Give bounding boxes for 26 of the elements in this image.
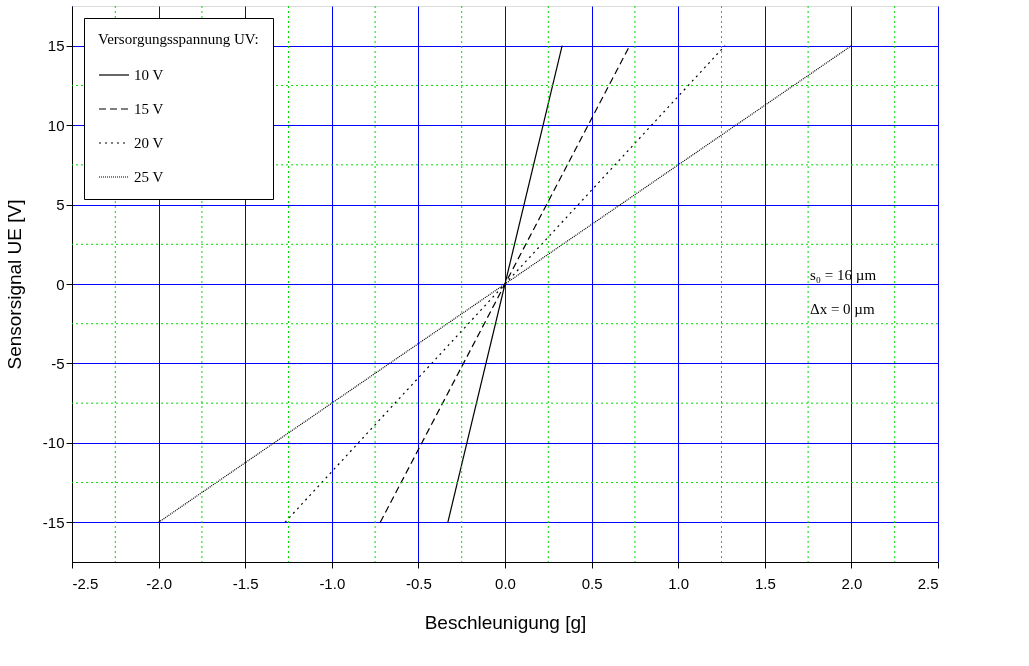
x-tick-label: -1.0 <box>319 574 346 592</box>
legend-label: 25 V <box>134 169 164 185</box>
x-axis-title: Beschleunigung [g] <box>424 611 587 633</box>
y-axis-title: Sensorsignal UE [V] <box>3 199 25 370</box>
x-tick-label: -2.5 <box>72 574 99 592</box>
y-tick-label: -10 <box>42 434 65 452</box>
y-tick-label: 15 <box>47 37 65 55</box>
x-tick-label: -1.5 <box>232 574 259 592</box>
y-tick-label: 10 <box>47 116 65 134</box>
x-tick-label: 0.0 <box>495 574 516 592</box>
x-tick-label: -0.5 <box>405 574 432 592</box>
legend-label: 10 V <box>134 67 164 83</box>
annotation: Δx = 0 µm <box>810 301 875 318</box>
x-tick-label: -2.0 <box>146 574 173 592</box>
x-tick-label: 0.5 <box>581 574 603 592</box>
y-tick-label: -15 <box>42 513 65 531</box>
x-tick-label: 2.0 <box>841 574 863 592</box>
legend-title: Versorgungsspannung UV: <box>98 31 259 47</box>
y-tick-label: 5 <box>56 196 65 214</box>
x-tick-label: 2.5 <box>917 574 939 592</box>
x-tick-label: 1.5 <box>754 574 776 592</box>
x-tick-label: 1.0 <box>668 574 690 592</box>
legend-label: 20 V <box>134 135 164 151</box>
y-tick-label: -5 <box>51 354 65 372</box>
legend-label: 15 V <box>134 101 164 117</box>
y-tick-label: 0 <box>56 275 65 293</box>
